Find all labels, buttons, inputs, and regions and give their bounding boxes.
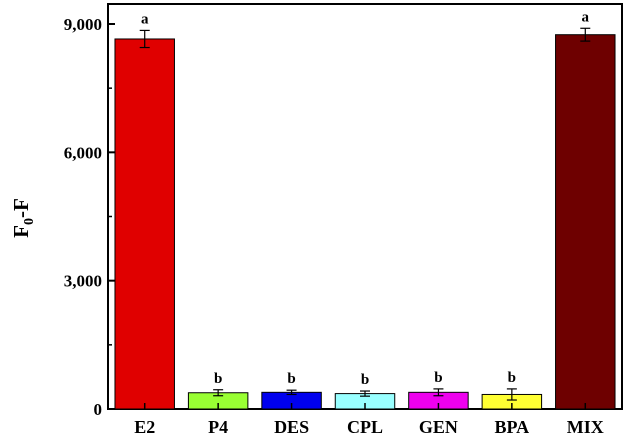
y-axis-title: F0-F xyxy=(9,198,37,238)
x-tick-label: E2 xyxy=(134,417,155,437)
significance-label: b xyxy=(287,371,295,387)
y-tick-label: 6,000 xyxy=(64,143,102,162)
significance-label: b xyxy=(434,370,442,386)
x-tick-label: BPA xyxy=(495,417,530,437)
y-tick-label: 0 xyxy=(94,400,103,419)
plot-frame xyxy=(107,3,623,410)
significance-label: a xyxy=(582,9,590,25)
significance-label: b xyxy=(214,371,222,387)
bar-mix xyxy=(555,34,616,410)
x-tick-label: CPL xyxy=(347,417,383,437)
x-tick-label: GEN xyxy=(419,417,458,437)
significance-label: a xyxy=(141,11,149,27)
x-tick-label: MIX xyxy=(567,417,604,437)
significance-label: b xyxy=(508,370,516,386)
plot-area: 0 3,000 6,000 9,000 a E2 b P4 b DES b CPL b GEN b BPA a M… xyxy=(64,3,623,437)
bar-e2 xyxy=(114,38,175,410)
y-tick-label: 9,000 xyxy=(64,15,102,34)
x-tick-label: DES xyxy=(274,417,309,437)
significance-label: b xyxy=(361,372,369,388)
x-tick-label: P4 xyxy=(208,417,228,437)
y-tick-label: 3,000 xyxy=(64,272,102,291)
